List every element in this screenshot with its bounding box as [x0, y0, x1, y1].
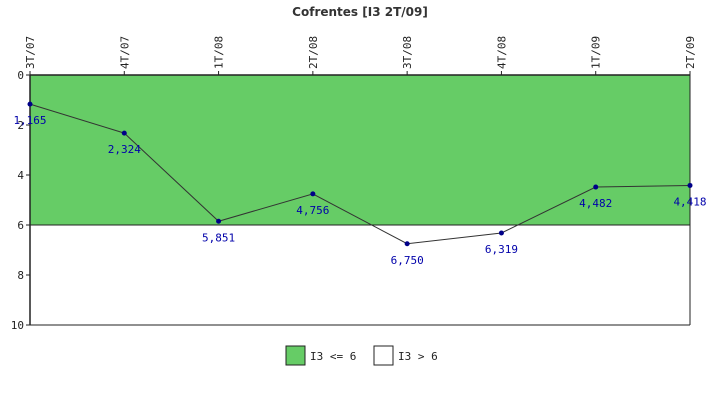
x-tick-label: 3T/07: [24, 36, 37, 69]
data-label: 2,324: [108, 143, 141, 156]
legend-label: I3 <= 6: [310, 350, 356, 363]
data-label: 6,319: [485, 243, 518, 256]
x-tick-label: 4T/08: [495, 36, 508, 69]
y-tick-label: 0: [17, 69, 24, 82]
data-label: 1,165: [13, 114, 46, 127]
data-point: [404, 241, 410, 247]
x-tick-label: 4T/07: [118, 36, 131, 69]
data-point: [216, 218, 222, 224]
legend-swatch: [285, 345, 306, 366]
data-label-layer: 1,165 2,324 5,851 4,756 6,750 6,319 4,482 4,418: [13, 114, 706, 267]
data-label: 4,756: [296, 204, 329, 217]
legend: I3 <= 6 I3 > 6: [285, 345, 438, 366]
y-tick-label: 2: [17, 119, 24, 132]
x-tick-label: 1T/08: [213, 36, 226, 69]
band-1: [30, 225, 690, 325]
y-tick-label: 10: [11, 319, 24, 332]
axes-layer: 0 2 4 6 8 10 3T/07 4T/07 1T/08 2T/08 3T/08 4T/08 1T/…: [11, 36, 697, 332]
data-point: [121, 130, 127, 136]
data-label: 4,482: [579, 197, 612, 210]
legend-label: I3 > 6: [398, 350, 438, 363]
y-tick-label: 4: [17, 169, 24, 182]
series-layer: [27, 101, 693, 247]
x-tick-label: 3T/08: [401, 36, 414, 69]
y-tick-label: 6: [17, 219, 24, 232]
x-tick-label: 1T/09: [590, 36, 603, 69]
legend-swatch: [373, 345, 394, 366]
x-tick-label: 2T/08: [307, 36, 320, 69]
x-tick-label: 2T/09: [684, 36, 697, 69]
y-tick-label: 8: [17, 269, 24, 282]
data-point: [498, 230, 504, 236]
data-point: [310, 191, 316, 197]
data-label: 6,750: [391, 254, 424, 267]
data-point: [687, 182, 693, 188]
band-layer: [30, 75, 690, 325]
data-label: 4,418: [673, 195, 706, 208]
data-point: [593, 184, 599, 190]
series-line: [29, 103, 691, 245]
chart-title: Cofrentes [I3 2T/09]: [292, 5, 428, 19]
band-0: [30, 75, 690, 225]
data-label: 5,851: [202, 231, 235, 244]
data-point: [27, 101, 33, 107]
